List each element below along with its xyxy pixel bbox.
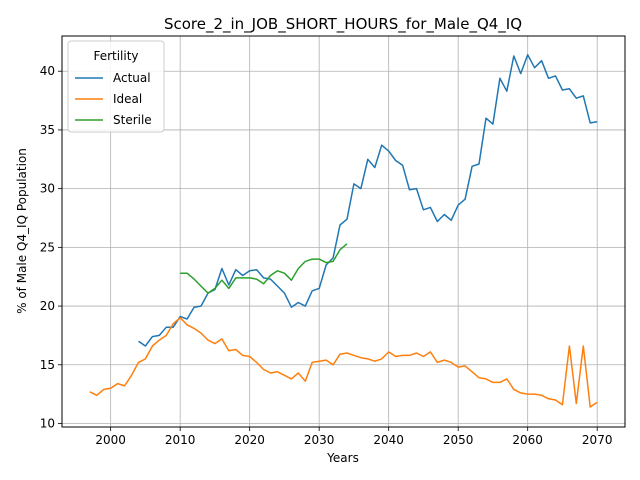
x-tick-label: 2000 (95, 433, 126, 447)
y-axis: 10 15 20 25 30 35 40 (40, 64, 62, 430)
y-tick-label: 20 (40, 299, 55, 313)
y-tick-label: 35 (40, 123, 55, 137)
y-tick-label: 30 (40, 182, 55, 196)
y-tick-label: 40 (40, 64, 55, 78)
grid-lines (62, 36, 625, 427)
x-tick-label: 2020 (234, 433, 265, 447)
legend-box (67, 40, 165, 133)
y-axis-label: % of Male Q4_IQ Population (15, 148, 29, 314)
y-tick-label: 25 (40, 240, 55, 254)
series-line-sterile (180, 243, 348, 294)
x-tick-label: 2060 (512, 433, 543, 447)
legend-title: Fertility (93, 49, 138, 63)
x-tick-label: 2040 (373, 433, 404, 447)
legend: Fertility Actual Ideal Sterile (67, 40, 165, 133)
x-tick-label: 2030 (304, 433, 335, 447)
series-line-actual (138, 54, 598, 347)
x-tick-label: 2050 (443, 433, 474, 447)
x-axis: 2000 2010 2020 2030 2040 2050 2060 2070 (95, 427, 612, 447)
legend-label-sterile: Sterile (113, 113, 152, 127)
y-tick-label: 10 (40, 416, 55, 430)
chart-title: Score_2_in_JOB_SHORT_HOURS_for_Male_Q4_I… (164, 15, 522, 34)
legend-label-actual: Actual (113, 71, 151, 85)
y-tick-label: 15 (40, 358, 55, 372)
series-line-ideal (89, 317, 598, 408)
x-tick-label: 2010 (165, 433, 196, 447)
x-axis-label: Years (326, 451, 359, 465)
series-lines (89, 54, 598, 408)
plot-frame (61, 35, 626, 428)
x-tick-label: 2070 (582, 433, 613, 447)
legend-label-ideal: Ideal (113, 92, 142, 106)
